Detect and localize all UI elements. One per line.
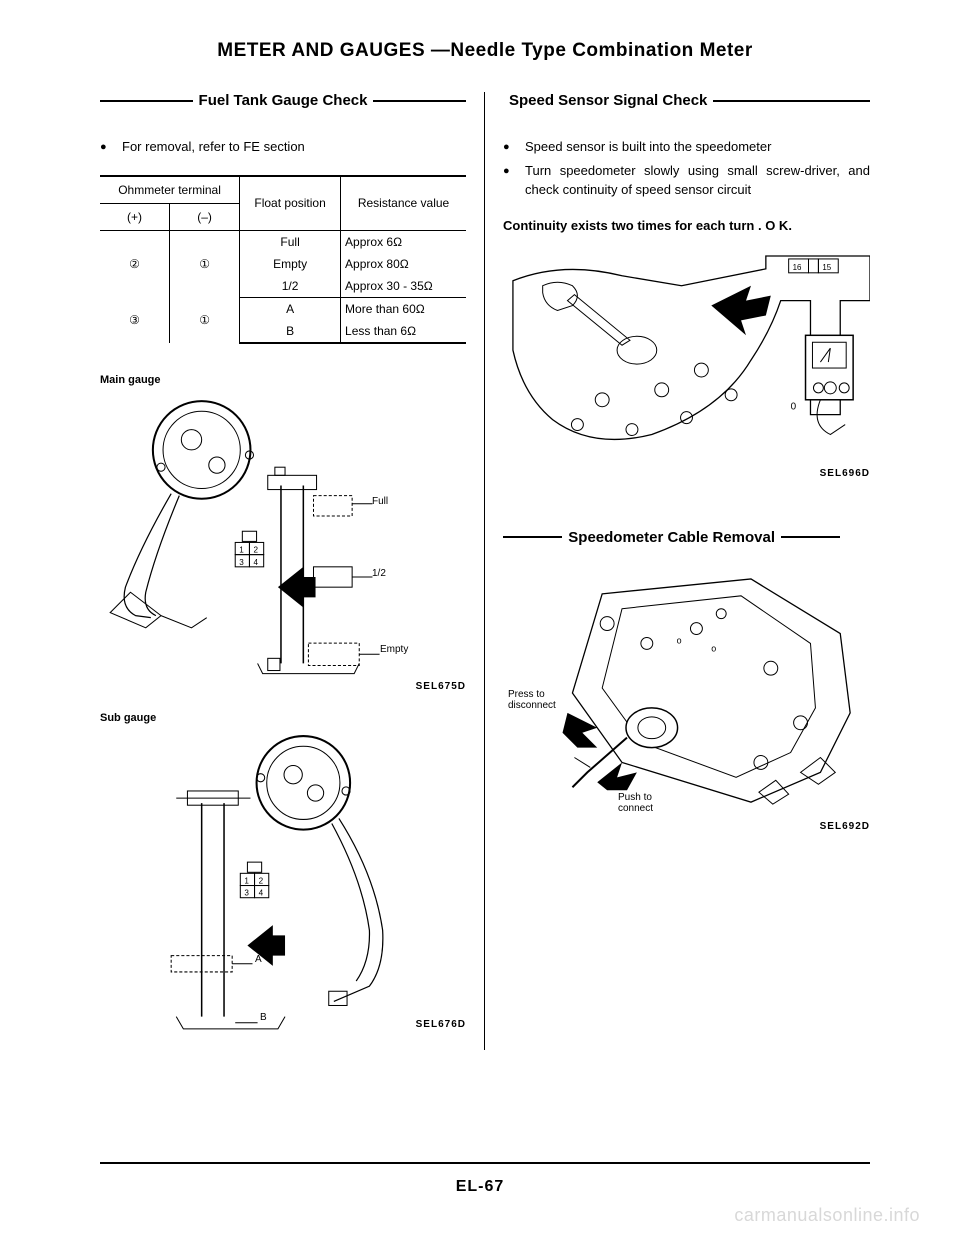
hdr-float: Float position [240, 176, 341, 231]
cell-half-res: Approx 30 - 35Ω [341, 275, 466, 298]
svg-text:3: 3 [244, 888, 249, 897]
cell-full-res: Approx 6Ω [341, 230, 466, 253]
svg-text:o: o [711, 643, 716, 653]
cell-r1-minus: ① [170, 230, 240, 297]
cable-removal-figure: o o Press to disconnect Push to connect … [503, 574, 870, 834]
fig3-code: SEL696D [820, 468, 870, 479]
cell-empty-res: Approx 80Ω [341, 253, 466, 275]
removal-note: ● For removal, refer to FE section [100, 137, 466, 157]
hdr-ohmmeter: Ohmmeter terminal [100, 176, 240, 204]
label-half: 1/2 [372, 568, 386, 579]
sensor-builtin-note: ● Speed sensor is built into the speedom… [503, 137, 870, 157]
hdr-resistance: Resistance value [341, 176, 466, 231]
label-b: B [260, 1012, 267, 1023]
svg-text:2: 2 [254, 545, 259, 554]
hdr-plus: (+) [100, 203, 170, 230]
svg-text:1: 1 [244, 876, 249, 885]
cell-empty: Empty [240, 253, 341, 275]
cell-a: A [240, 297, 341, 320]
watermark: carmanualsonline.info [734, 1205, 920, 1226]
svg-text:4: 4 [254, 557, 259, 566]
cell-r2-plus: ③ [100, 297, 170, 343]
cell-r1-plus: ② [100, 230, 170, 297]
sub-gauge-label: Sub gauge [100, 712, 466, 724]
speed-sensor-svg: 16 15 0 [503, 251, 870, 479]
cell-full: Full [240, 230, 341, 253]
svg-text:o: o [677, 635, 682, 645]
bottom-divider [100, 1162, 870, 1164]
svg-text:2: 2 [259, 876, 264, 885]
fig2-code: SEL676D [416, 1019, 466, 1030]
label-push-connect: Push to connect [618, 792, 678, 814]
label-full: Full [372, 496, 388, 507]
label-empty: Empty [380, 644, 408, 655]
page-number: EL-67 [0, 1178, 960, 1196]
turn-speedometer-note: ● Turn speedometer slowly using small sc… [503, 161, 870, 200]
label-a: A [255, 954, 262, 965]
svg-text:3: 3 [239, 557, 244, 566]
main-gauge-figure: 1 2 3 4 [100, 394, 466, 694]
resistance-table: Ohmmeter terminal Float position Resista… [100, 175, 466, 344]
hdr-minus: (–) [170, 203, 240, 230]
cell-b-res: Less than 6Ω [341, 320, 466, 343]
svg-text:16: 16 [793, 262, 802, 271]
cell-b: B [240, 320, 341, 343]
speed-sensor-heading: Speed Sensor Signal Check [503, 92, 870, 109]
right-column: Speed Sensor Signal Check ● Speed sensor… [485, 92, 870, 1050]
sub-gauge-figure: 1 2 3 4 A B SEL676D [100, 732, 466, 1032]
cable-removal-heading: Speedometer Cable Removal [503, 529, 870, 546]
speed-sensor-figure: 16 15 0 SEL696D [503, 251, 870, 481]
svg-text:1: 1 [239, 545, 244, 554]
main-gauge-svg: 1 2 3 4 [100, 394, 466, 699]
left-column: Fuel Tank Gauge Check ● For removal, ref… [100, 92, 485, 1050]
svg-text:15: 15 [822, 262, 831, 271]
cell-a-res: More than 60Ω [341, 297, 466, 320]
svg-text:0: 0 [791, 401, 797, 412]
page-title: METER AND GAUGES —Needle Type Combinatio… [100, 40, 870, 62]
sub-gauge-svg: 1 2 3 4 [100, 732, 466, 1037]
cell-r2-minus: ① [170, 297, 240, 343]
fuel-tank-heading: Fuel Tank Gauge Check [100, 92, 466, 109]
label-press-disconnect: Press to disconnect [508, 689, 578, 711]
fig4-code: SEL692D [820, 821, 870, 832]
svg-text:4: 4 [259, 888, 264, 897]
continuity-note: Continuity exists two times for each tur… [503, 218, 870, 233]
main-gauge-label: Main gauge [100, 374, 466, 386]
fig1-code: SEL675D [416, 681, 466, 692]
cell-half: 1/2 [240, 275, 341, 298]
